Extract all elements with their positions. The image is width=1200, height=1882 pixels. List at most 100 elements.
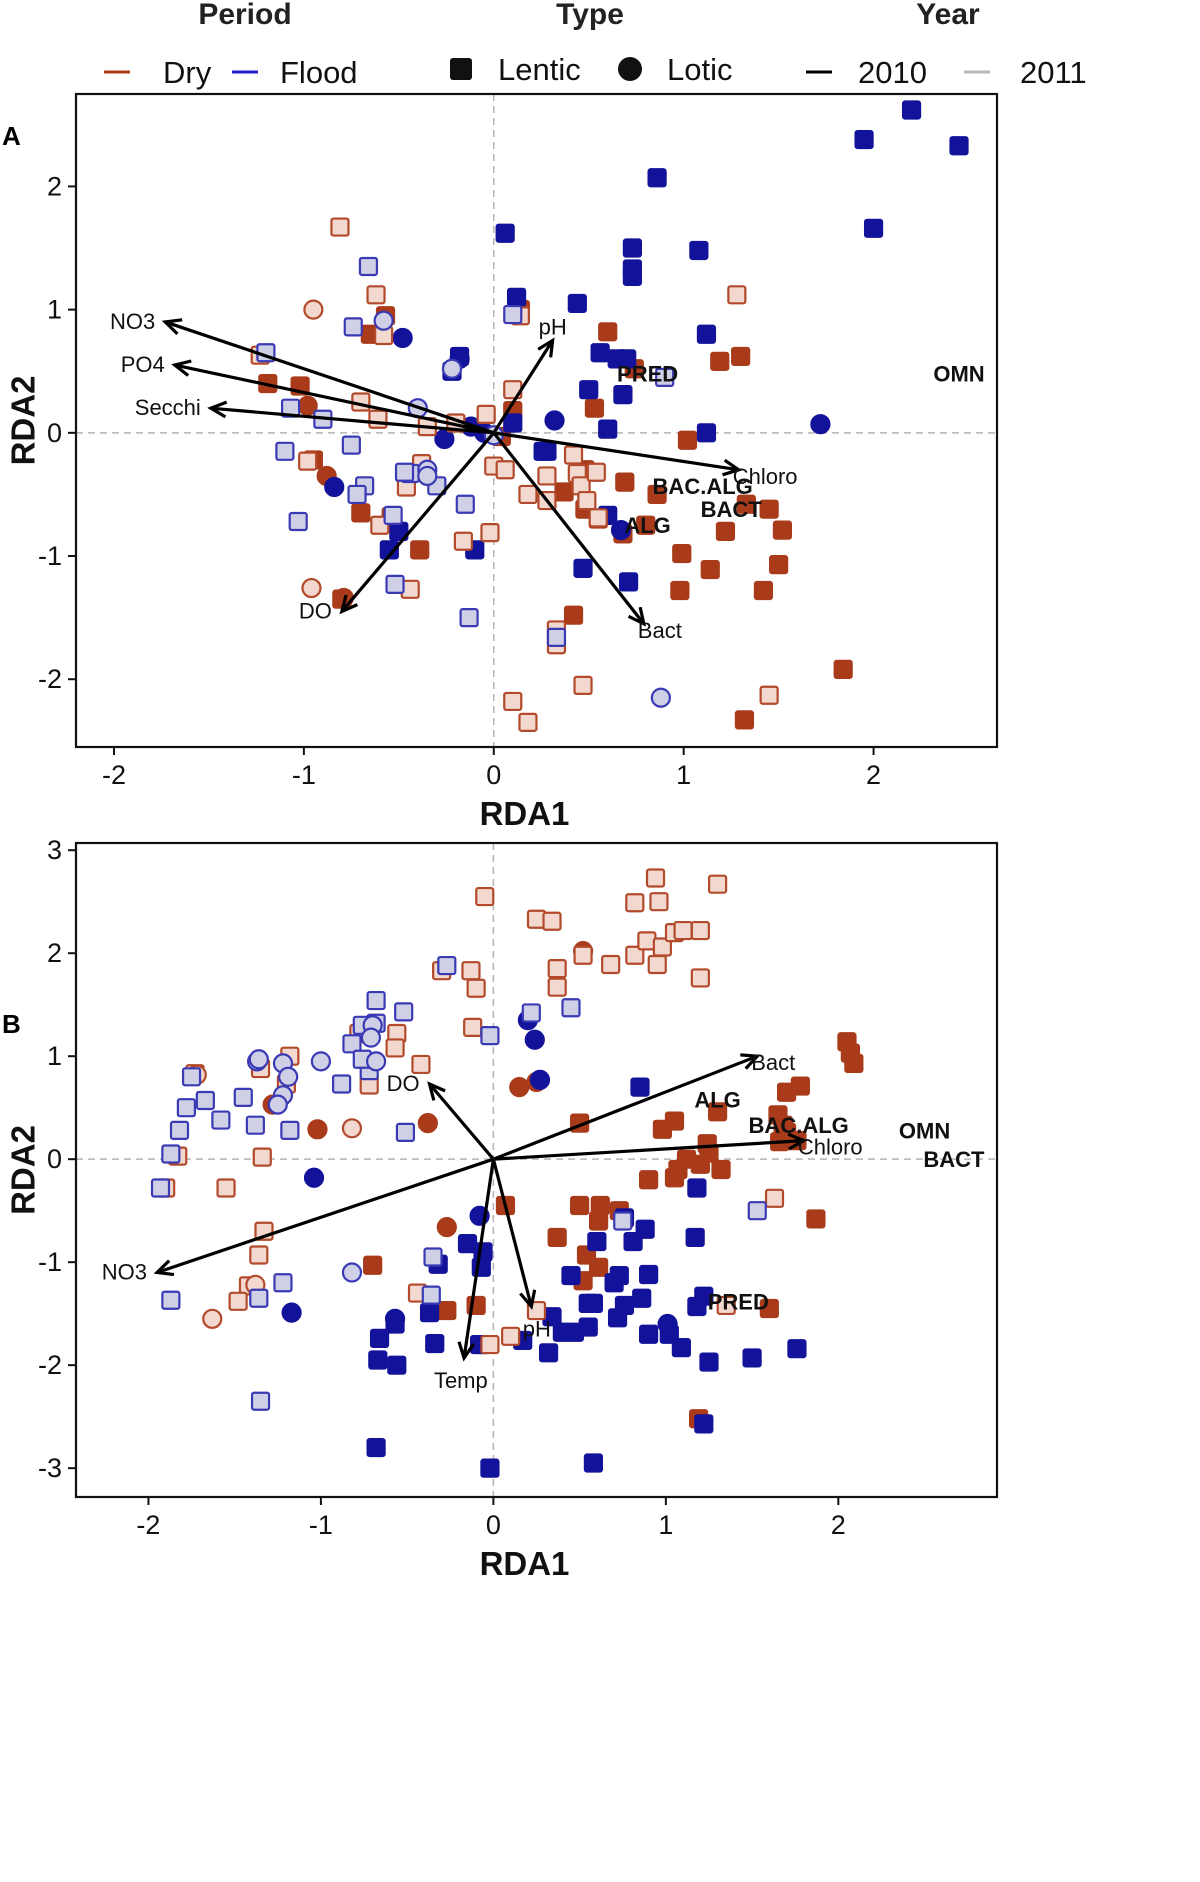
panel-b-flood-2010-lentic-square-point [538,1343,559,1363]
panel-b-dry-2011-lentic-square-point [649,892,669,912]
panel-b-dry-2010-lentic-square-point [690,1154,710,1174]
panel-a-dry-2010-lentic-square-point [736,494,756,514]
panel-b-flood-2010-lotic-circle-point [281,1302,302,1323]
panel-a-flood-2011-lotic-circle-point [441,358,463,379]
panel-b-dry-2011-lentic-square-point [716,1295,736,1316]
panel-a-dry-2011-lentic-square-point [518,484,538,505]
panel-b-x-tick-label: 1 [658,1510,673,1540]
panel-b-flood-2010-lentic-square-point [639,1324,659,1344]
panel-a-flood-2010-lentic-square-point [613,385,633,405]
panel-a-dry-2010-lentic-square-point [710,351,730,371]
panel-b-dry-2011-lentic-square-point [228,1291,248,1311]
panel-a-dry-2011-lentic-square-point [577,490,597,511]
panel-a-y-tick-label: 2 [47,171,62,201]
panel-b-arrow-no3-shaft [156,1157,494,1274]
panel-b-flood-2010-lentic-square-point [630,1077,650,1097]
panel-b-group-label-alg: ALG [694,1087,740,1112]
panel-a-dry-2011-lentic-square-point [298,451,318,471]
panel-a-dry-2011-lotic-circle-point [301,577,322,599]
panel-b-flood-2011-lentic-square-point [342,1034,362,1054]
panel-a-dry-2010-lentic-square-point [615,472,635,492]
legend: Period Type Year Dry Flood Lentic Lotic … [104,0,1087,90]
panel-b-dry-2011-lentic-square-point [466,978,486,998]
panel-b-flood-2010-lentic-square-point [609,1265,629,1286]
legend-title-period: Period [198,0,291,31]
panel-b-dry-2011-lentic-square-point [573,945,593,965]
panel-a-flood-2011-lentic-square-point [347,484,367,505]
panel-a-arrow-bact-shaft [492,431,646,625]
panel-b-dry-2011-lentic-square-point [547,959,567,979]
panel-b-group-label-bact: BACT [923,1147,985,1172]
panel-b-arrow-ph-head [519,1289,537,1311]
panel-b-flood-2011-lentic-square-point [280,1120,300,1140]
panel-a-flood-2011-lentic-square-point [503,304,523,325]
panel-a-dry-2011-lentic-square-point [518,712,538,732]
panel-a-flood-2010-lentic-square-point [696,423,717,443]
panel-a-flood-2011-lentic-square-point [341,435,361,455]
panel-b-dry-2010-lotic-circle-point [436,1217,457,1238]
legend-dry-label: Dry [163,55,212,90]
panel-b-arrow-ph-shaft [491,1158,533,1307]
panel-b-flood-2011-lentic-square-point [395,1122,416,1143]
panel-b-flood-2011-lentic-square-point [613,1211,633,1231]
panel-b-arrow-chloro-label: Chloro [798,1135,863,1160]
panel-a-flood-2011-lotic-circle-point [650,687,671,708]
panel-a-flood-2010-lentic-square-point [622,238,642,258]
panel-a-y-tick-label: -2 [38,664,62,694]
panel-a-flood-2010-lentic-square-point [567,293,587,314]
panel-a-arrow-secchi-head [207,400,228,419]
panel-b-flood-2011-lentic-square-point [421,1285,441,1305]
panel-b-flood-2010-lotic-circle-point [657,1313,678,1335]
panel-a-arrow-no3-label: NO3 [110,309,155,334]
panel-a-dry-2010-lentic-square-point [769,555,789,575]
legend-lotic-circle-icon [618,57,642,81]
panel-a-y-tick-label: 1 [47,295,62,325]
panel-b-flood-2010-lentic-square-point [561,1265,581,1286]
panel-b-flood-2011-lotic-circle-point [248,1049,269,1070]
panel-b-y-tick-label: -3 [38,1453,62,1483]
panel-a-x-tick-label: 0 [486,760,501,790]
panel-a-arrow-ph-label: pH [539,314,567,339]
panel-b-y-tick-label: 3 [47,835,62,865]
panel-a-flood-2010-lotic-circle-point [610,520,632,541]
panel-b-flood-2011-lentic-square-point [250,1391,271,1411]
panel-b-arrow-chloro-head [787,1132,808,1151]
legend-2011-label: 2011 [1020,55,1087,90]
panel-a-flood-2010-lentic-square-point [506,287,527,307]
panel-b-flood-2011-lentic-square-point [394,1002,414,1022]
panel-b-flood-2011-lentic-square-point [245,1115,265,1135]
panel-b-flood-2010-lotic-circle-point [524,1029,545,1050]
panel-b-flood-2011-lentic-square-point [423,1247,443,1267]
panel-b-flood-2011-lotic-circle-point [360,1027,382,1048]
panel-a-dry-2011-lentic-square-point [573,675,593,695]
panel-b-flood-2011-lentic-square-point [561,998,581,1018]
panel-b-group-label-bac-alg: BAC.ALG [749,1113,849,1138]
panel-a-dry-2011-lotic-circle-point [303,299,324,320]
panel-a-flood-2010-lotic-circle-point [324,476,345,498]
panel-b-dry-2010-lentic-square-point [844,1053,864,1074]
panel-a-group-label-alg: ALG [624,513,670,538]
panel-a-arrow-do-label: DO [299,598,332,623]
panel-a-flood-2011-lentic-square-point [455,494,475,514]
panel-a-dry-2010-lentic-square-point [351,503,371,523]
panel-b-letter: B [2,1009,21,1039]
panel-a-dry-2011-lentic-square-point [563,445,584,465]
panel-b-y-tick-label: 0 [47,1144,62,1174]
panel-a-flood-2010-lentic-square-point [863,218,884,238]
panel-a-flood-2010-lentic-square-point [689,240,709,261]
panel-b-y-axis-title: RDA2 [5,1125,42,1215]
panel-a-dry-2011-lentic-square-point [537,466,557,486]
panel-b-dry-2010-lentic-square-point [664,1168,685,1188]
panel-a-arrow-secchi-label: Secchi [135,395,201,420]
panel-a-flood-2010-lentic-square-point [573,558,593,578]
panel-b-flood-2010-lentic-square-point [369,1328,390,1348]
panel-b-dry-2011-lentic-square-point [652,937,673,957]
panel-a-flood-2010-lentic-square-point [379,540,399,560]
panel-b-x-tick-label: 0 [486,1510,501,1540]
panel-a-dry-2011-lentic-square-point [366,285,386,305]
panel-b-flood-2011-lotic-circle-point [341,1262,363,1283]
panel-a-x-tick-label: 2 [866,760,881,790]
panel-b-flood-2010-lentic-square-point [632,1288,652,1308]
panel-b-dry-2011-lentic-square-point [625,945,645,965]
panel-a-flood-2010-lentic-square-point [901,100,922,120]
